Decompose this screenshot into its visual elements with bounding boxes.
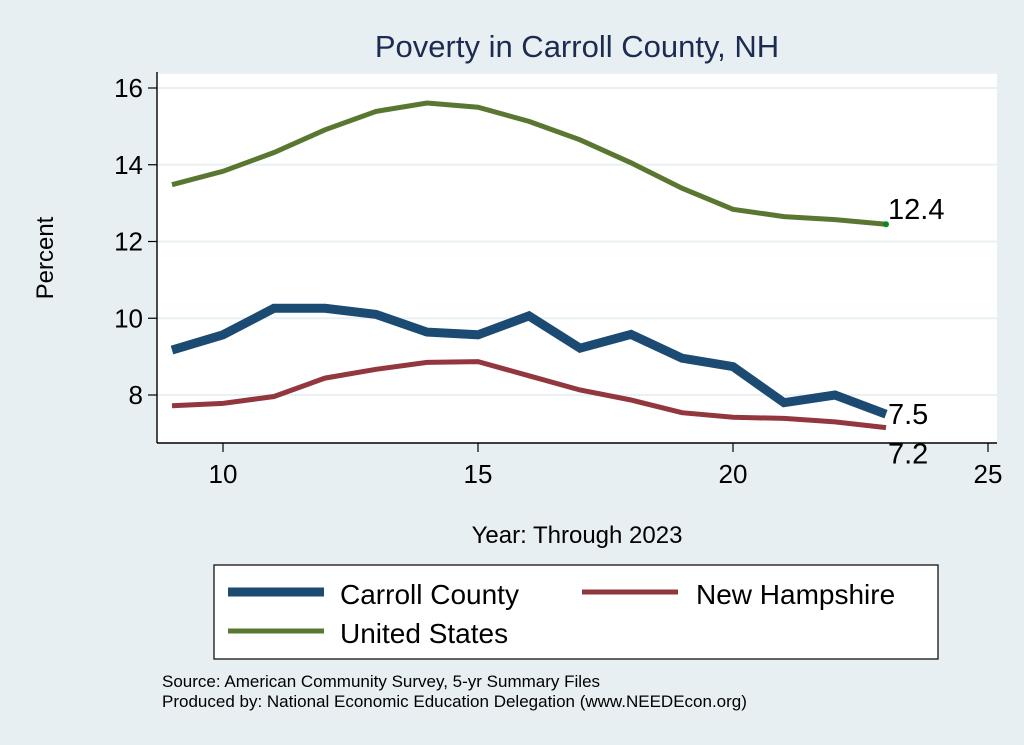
x-axis-title: Year: Through 2023: [472, 522, 683, 549]
y-tick-label-16: 16: [114, 73, 143, 103]
legend: Carroll County New Hampshire United Stat…: [213, 564, 939, 660]
y-axis-title: Percent: [32, 216, 59, 299]
series-line-carroll-county: [170, 303, 888, 419]
series-layer: [170, 100, 889, 431]
legend-label-new-hampshire: New Hampshire: [696, 579, 895, 610]
x-tick-label-10: 10: [209, 459, 238, 489]
gridlines: [157, 72, 997, 396]
series-line-new-hampshire: [171, 359, 887, 431]
legend-label-carroll-county: Carroll County: [340, 579, 519, 610]
source-note: Source: American Community Survey, 5-yr …: [162, 672, 600, 691]
y-tick-label-12: 12: [114, 227, 143, 257]
y-tick-label-10: 10: [114, 303, 143, 333]
chart-title: Poverty in Carroll County, NH: [375, 29, 779, 64]
axes: 8 10 12 14 16 10 15 20 25: [114, 72, 1002, 489]
end-label-carroll-county: 7.5: [888, 399, 928, 431]
x-tick-label-25: 25: [974, 459, 1003, 489]
x-tick-label-20: 20: [719, 459, 748, 489]
series-line-united-states: [171, 100, 887, 227]
legend-box: [213, 564, 939, 660]
plot-area: [157, 72, 997, 443]
end-label-united-states: 12.4: [888, 194, 944, 226]
y-tick-label-14: 14: [114, 150, 143, 180]
series-end-marker-united-states: [883, 221, 889, 228]
x-tick-label-15: 15: [464, 459, 493, 489]
y-tick-label-8: 8: [129, 380, 143, 410]
producer-note: Produced by: National Economic Education…: [162, 692, 747, 711]
end-labels: 7.5 7.2 12.4: [888, 194, 944, 470]
legend-label-united-states: United States: [340, 618, 508, 649]
end-label-new-hampshire: 7.2: [888, 439, 928, 471]
